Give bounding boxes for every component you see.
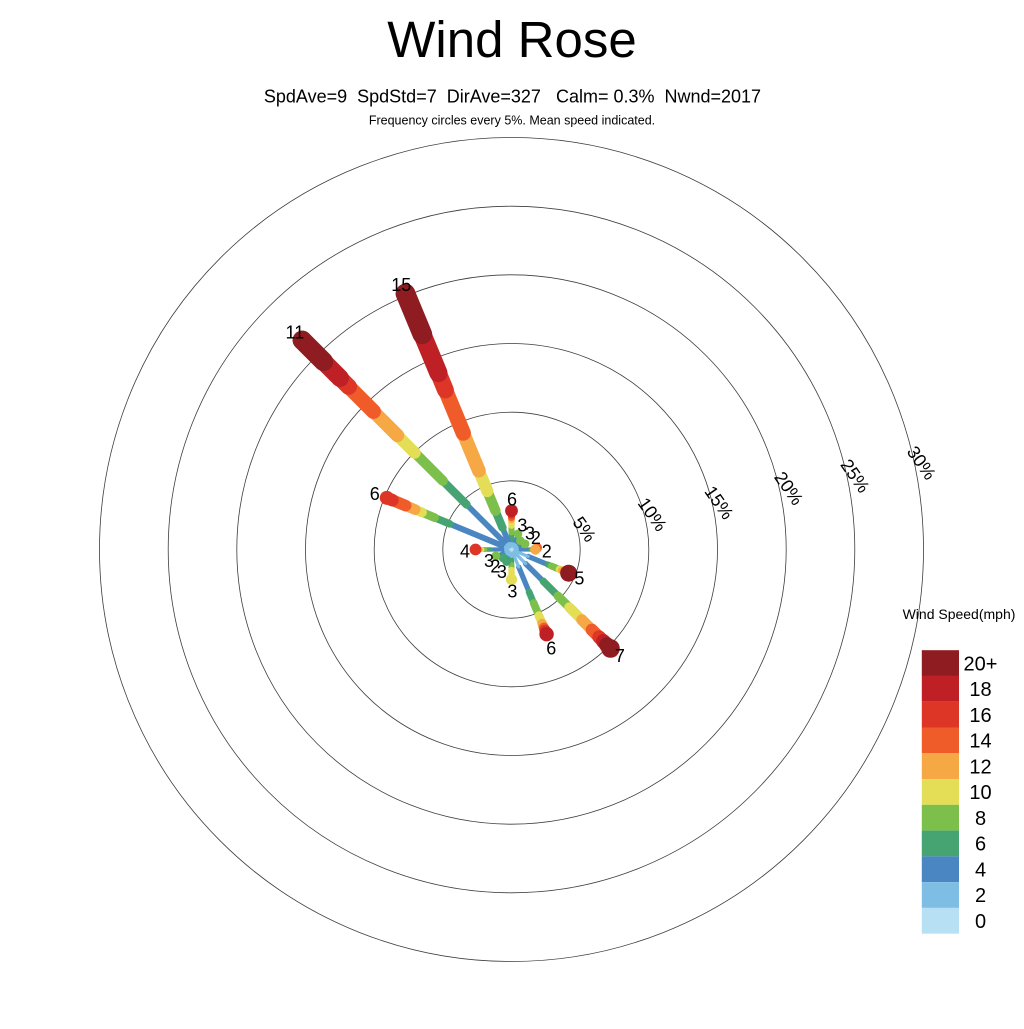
svg-text:6: 6 xyxy=(507,489,517,509)
svg-text:Frequency circles every 5%. Me: Frequency circles every 5%. Mean speed i… xyxy=(369,114,655,128)
svg-text:0: 0 xyxy=(975,911,986,933)
svg-text:8: 8 xyxy=(975,808,986,830)
svg-text:4: 4 xyxy=(460,541,470,561)
svg-text:14: 14 xyxy=(969,731,991,753)
svg-text:2: 2 xyxy=(531,528,541,548)
svg-text:4: 4 xyxy=(975,859,986,881)
svg-text:Wind Rose: Wind Rose xyxy=(387,11,636,68)
svg-text:3: 3 xyxy=(507,581,517,601)
svg-text:3: 3 xyxy=(517,516,527,536)
svg-text:18: 18 xyxy=(969,679,991,701)
svg-text:15: 15 xyxy=(391,275,411,295)
svg-text:6: 6 xyxy=(370,484,380,504)
svg-text:6: 6 xyxy=(546,639,556,659)
svg-text:10: 10 xyxy=(969,782,991,804)
svg-text:12: 12 xyxy=(969,756,991,778)
svg-text:3: 3 xyxy=(497,562,507,582)
svg-text:2: 2 xyxy=(542,541,552,561)
svg-text:SpdAve=9 SpdStd=7 DirAve=327: SpdAve=9 SpdStd=7 DirAve=327 Calm= 0.3% … xyxy=(264,87,761,107)
svg-text:7: 7 xyxy=(615,646,625,666)
svg-text:3: 3 xyxy=(525,523,535,543)
svg-text:2: 2 xyxy=(975,885,986,907)
svg-text:16: 16 xyxy=(969,705,991,727)
svg-text:6: 6 xyxy=(975,834,986,856)
svg-text:3: 3 xyxy=(484,551,494,571)
svg-text:11: 11 xyxy=(286,322,305,342)
svg-text:5: 5 xyxy=(574,568,584,588)
svg-text:Wind Speed(mph): Wind Speed(mph) xyxy=(903,606,1016,622)
svg-text:20+: 20+ xyxy=(964,653,998,675)
svg-text:2: 2 xyxy=(490,557,500,577)
